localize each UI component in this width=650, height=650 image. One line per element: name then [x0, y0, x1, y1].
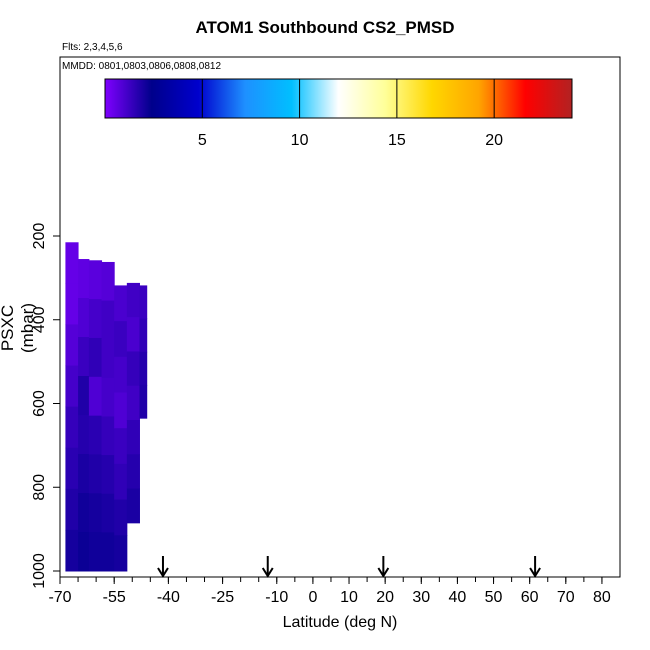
heatmap-cell	[114, 392, 128, 429]
flight-arrow	[377, 556, 390, 578]
x-tick-label: 50	[485, 589, 503, 606]
heatmap-cell	[101, 339, 115, 379]
flight-arrow	[157, 556, 169, 578]
arrow-head	[529, 567, 541, 578]
y-tick-label: 1000	[31, 553, 48, 589]
colorbar-tick-label: 10	[291, 132, 309, 149]
heatmap-cell	[65, 447, 79, 490]
x-tick-label: -70	[48, 589, 71, 606]
heatmap-cell	[126, 282, 140, 318]
heatmap-cell	[65, 283, 79, 325]
heatmap-cell	[114, 321, 128, 358]
heatmap-cell	[88, 415, 103, 455]
heatmap-cell	[114, 356, 128, 394]
heatmap-cell	[139, 384, 148, 419]
heatmap-cell	[65, 406, 79, 449]
heatmap-cell	[126, 488, 140, 524]
x-tick-label: -10	[265, 589, 288, 606]
heatmap-cell	[78, 493, 90, 533]
x-tick-label: 80	[593, 589, 611, 606]
heatmap-cell	[101, 493, 115, 533]
x-tick-label: 60	[521, 589, 539, 606]
x-tick-label: 0	[308, 589, 317, 606]
heatmap-cell	[78, 259, 90, 299]
flight-arrow	[529, 556, 541, 578]
heatmap-cell	[88, 299, 103, 339]
arrow-head	[377, 567, 390, 578]
heatmap-cell	[114, 535, 128, 572]
heatmap-cell	[114, 463, 128, 501]
colorbar-tick-label: 5	[198, 132, 207, 149]
heatmap-cell	[139, 285, 148, 320]
y-tick-label: 400	[31, 306, 48, 333]
x-tick-label: -25	[211, 589, 234, 606]
colorbar	[104, 78, 573, 119]
heatmap-cell	[101, 416, 115, 456]
arrow-head	[157, 567, 169, 578]
flights-subtitle: Flts: 2,3,4,5,6	[62, 42, 123, 53]
heatmap-cell	[88, 454, 103, 494]
heatmap-cell	[88, 493, 103, 533]
heatmap-cell	[101, 377, 115, 417]
x-tick-label: 30	[412, 589, 430, 606]
y-tick-label: 800	[31, 474, 48, 501]
x-tick-label: 40	[449, 589, 467, 606]
heatmap-cell	[114, 499, 128, 536]
heatmap-cell	[78, 298, 90, 338]
heatmap-cell	[126, 317, 140, 352]
chart-title: ATOM1 Southbound CS2_PMSD	[195, 18, 455, 37]
heatmap-cell	[65, 365, 79, 408]
colorbar-tick-label: 15	[388, 132, 406, 149]
plot-frame	[59, 56, 621, 578]
y-axis: 200 400 600 800 1000	[31, 223, 60, 589]
x-axis-label: Latitude (deg N)	[282, 614, 398, 631]
heatmap-cell	[101, 532, 115, 572]
heatmap-cell	[78, 337, 90, 377]
colorbar-tick-label: 20	[485, 132, 503, 149]
x-axis: -70 -55 -40 -25 -10 0 10 20 30 40 50 60 70 80	[48, 577, 611, 606]
heatmap-cell	[65, 324, 79, 367]
heatmap-cell	[78, 415, 90, 455]
heatmap-cell	[88, 532, 103, 572]
heatmap-cell	[126, 420, 140, 455]
y-tick-label: 600	[31, 390, 48, 417]
heatmap-cell	[139, 351, 148, 386]
heatmap-cell	[114, 285, 128, 322]
heatmap-cell	[126, 385, 140, 421]
flight-arrows	[157, 556, 541, 578]
x-tick-label: 70	[557, 589, 575, 606]
heatmap-cell	[139, 318, 148, 353]
y-tick-label: 200	[31, 223, 48, 250]
heatmap-cell	[78, 454, 90, 494]
heatmap-cell	[88, 376, 103, 417]
x-tick-label: 10	[340, 589, 358, 606]
heatmap-cell	[65, 488, 79, 531]
x-tick-label: -40	[157, 589, 180, 606]
heatmap-cell	[88, 260, 103, 300]
heatmap-cell	[101, 261, 115, 302]
arrow-head	[261, 567, 274, 578]
heatmap-cell	[114, 428, 128, 465]
colorbar-ticks: 5 10 15 20	[198, 79, 503, 149]
heatmap-cell	[101, 455, 115, 495]
heatmap-cell	[126, 454, 140, 490]
heatmap-cell	[65, 242, 79, 284]
flight-arrow	[261, 556, 274, 578]
heatmap-cell	[126, 351, 140, 387]
x-tick-label: 20	[376, 589, 394, 606]
heatmap-cell	[101, 300, 115, 340]
heatmap-cell	[78, 376, 90, 416]
dates-subtitle: MMDD: 0801,0803,0806,0808,0812	[62, 61, 222, 72]
heatmap-cell	[88, 337, 103, 378]
x-tick-label: -55	[103, 589, 126, 606]
heatmap-cell	[78, 532, 90, 572]
heatmap-cell	[65, 529, 79, 572]
heatmap-layer	[65, 242, 148, 572]
